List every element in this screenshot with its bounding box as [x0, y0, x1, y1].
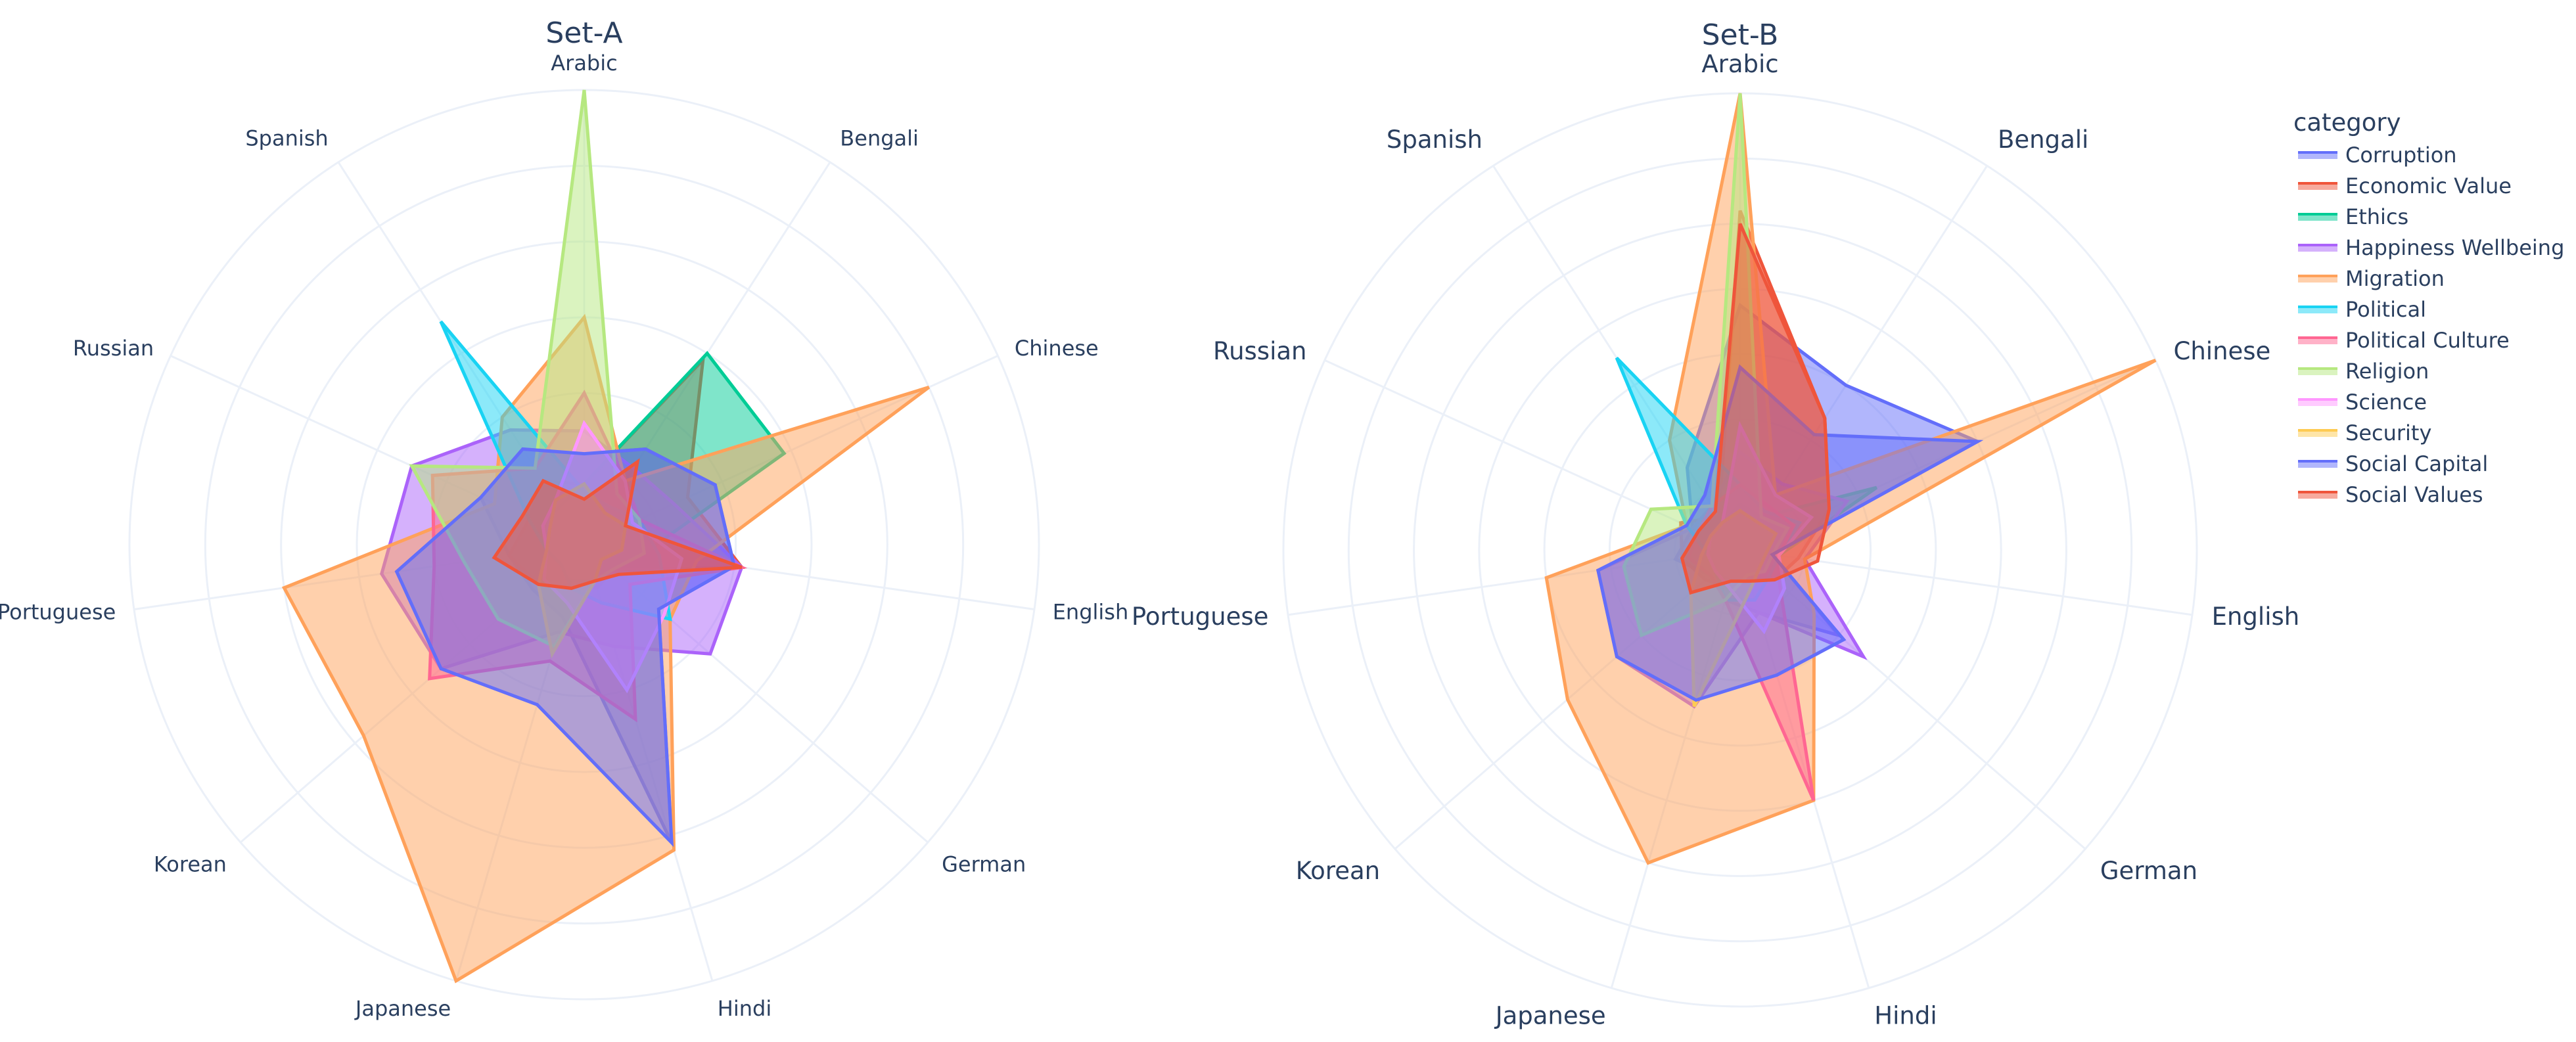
- legend-swatch-icon: [2298, 274, 2337, 283]
- legend-label: Migration: [2345, 265, 2445, 291]
- legend-swatch-icon: [2298, 459, 2337, 468]
- legend-swatch-icon: [2298, 243, 2337, 252]
- chart-title-set-a: Set-A: [545, 16, 622, 50]
- axis-label-spanish: Spanish: [245, 125, 328, 150]
- legend-swatch-icon: [2298, 428, 2337, 437]
- legend-item-corruption[interactable]: Corruption: [2293, 139, 2564, 170]
- legend-items: Corruption Economic Value Ethics Happine…: [2293, 139, 2564, 510]
- axis-label-english: English: [2212, 602, 2300, 631]
- legend-label: Economic Value: [2345, 173, 2512, 198]
- legend-title: category: [2293, 108, 2401, 137]
- axis-label-japanese: Japanese: [354, 996, 451, 1021]
- axis-label-english: English: [1053, 600, 1129, 625]
- legend-item-happiness-wellbeing[interactable]: Happiness Wellbeing: [2293, 232, 2564, 263]
- legend-item-science[interactable]: Science: [2293, 386, 2564, 417]
- legend-label: Happiness Wellbeing: [2345, 235, 2565, 260]
- legend-swatch-icon: [2298, 305, 2337, 313]
- legend-label: Political Culture: [2345, 327, 2510, 353]
- axis-label-german: German: [2100, 857, 2197, 885]
- legend-item-ethics[interactable]: Ethics: [2293, 201, 2564, 232]
- legend-swatch-icon: [2298, 336, 2337, 344]
- legend-swatch-icon: [2298, 212, 2337, 221]
- legend-swatch-icon: [2298, 490, 2337, 499]
- legend-item-political-culture[interactable]: Political Culture: [2293, 325, 2564, 355]
- legend: category Corruption Economic Value Ethic…: [2293, 108, 2564, 510]
- angular-axis-labels: Arabic Bengali Chinese English German Hindi Ja…: [0, 51, 1128, 1021]
- legend-item-economic-value[interactable]: Economic Value: [2293, 170, 2564, 201]
- axis-label-portuguese: Portuguese: [0, 600, 116, 625]
- angular-axis-labels: Arabic Bengali Chinese English German Hindi Ja…: [1132, 50, 2299, 1030]
- axis-label-chinese: Chinese: [1015, 336, 1099, 361]
- axis-label-korean: Korean: [154, 852, 227, 877]
- legend-swatch-icon: [2298, 150, 2337, 159]
- legend-item-migration[interactable]: Migration: [2293, 263, 2564, 294]
- axis-label-russian: Russian: [1213, 337, 1306, 365]
- legend-label: Corruption: [2345, 142, 2457, 168]
- legend-swatch-icon: [2298, 181, 2337, 190]
- legend-label: Religion: [2345, 358, 2429, 384]
- axis-label-arabic: Arabic: [551, 51, 617, 76]
- legend-item-political[interactable]: Political: [2293, 294, 2564, 325]
- radar-traces: [1544, 93, 2157, 865]
- radar-chart-set-b: Set-B Arabic Bengali Chinese English German H…: [1132, 18, 2299, 1030]
- chart-title-set-b: Set-B: [1702, 18, 1779, 52]
- axis-label-russian: Russian: [73, 336, 154, 361]
- axis-label-portuguese: Portuguese: [1132, 602, 1269, 631]
- legend-label: Social Values: [2345, 482, 2483, 507]
- axis-label-german: German: [942, 852, 1026, 877]
- axis-label-japanese: Japanese: [1494, 1002, 1606, 1030]
- axis-label-hindi: Hindi: [1874, 1002, 1937, 1030]
- legend-label: Ethics: [2345, 204, 2409, 229]
- legend-label: Social Capital: [2345, 451, 2489, 476]
- axis-label-bengali: Bengali: [840, 125, 919, 150]
- legend-item-religion[interactable]: Religion: [2293, 355, 2564, 386]
- axis-label-spanish: Spanish: [1387, 125, 1483, 154]
- axis-label-korean: Korean: [1296, 857, 1380, 885]
- legend-swatch-icon: [2298, 397, 2337, 406]
- radar-chart-set-a: Set-A Arabic Bengali Chinese English German H…: [0, 16, 1128, 1021]
- axis-label-arabic: Arabic: [1701, 50, 1778, 78]
- axis-label-bengali: Bengali: [1998, 125, 2088, 154]
- legend-label: Science: [2345, 389, 2427, 415]
- legend-item-security[interactable]: Security: [2293, 417, 2564, 448]
- axis-label-hindi: Hindi: [718, 996, 771, 1021]
- trace-social-values[interactable]: [1680, 223, 1831, 595]
- legend-label: Security: [2345, 420, 2432, 445]
- legend-label: Political: [2345, 296, 2427, 322]
- axis-label-chinese: Chinese: [2174, 337, 2271, 365]
- legend-swatch-icon: [2298, 367, 2337, 375]
- legend-item-social-capital[interactable]: Social Capital: [2293, 448, 2564, 479]
- trace-social-values[interactable]: [492, 458, 743, 590]
- legend-item-social-values[interactable]: Social Values: [2293, 479, 2564, 510]
- radar-traces: [281, 89, 931, 984]
